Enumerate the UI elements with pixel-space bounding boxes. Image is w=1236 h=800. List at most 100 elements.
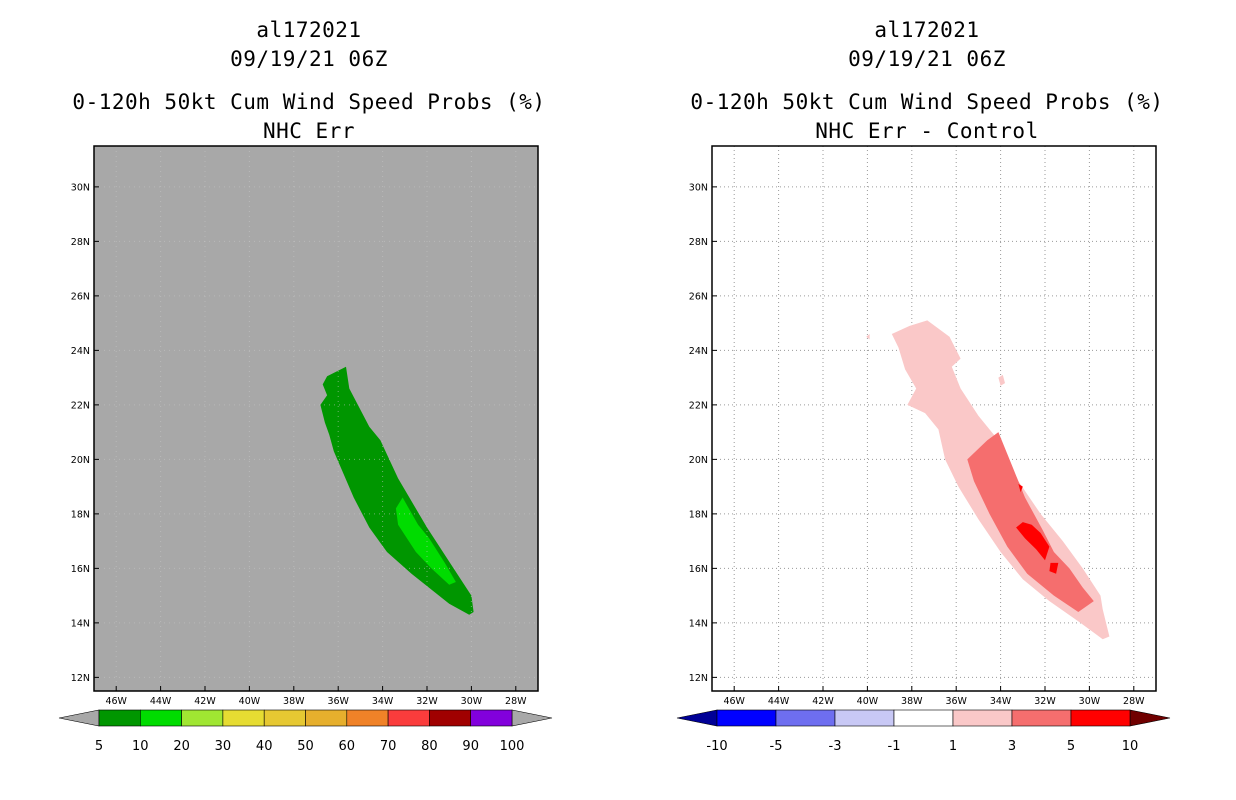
chart-subtitle: NHC Err [262,119,355,143]
colorbar-label: 5 [95,739,103,754]
colorbar-left-arrow [58,709,100,727]
colorbar-label: 3 [1008,739,1016,754]
chart-title: 0-120h 50kt Cum Wind Speed Probs (%) [72,90,546,114]
colorbar-swatch [181,709,224,727]
region-5-10 [1018,483,1023,493]
colorbar-swatch [98,709,141,727]
colorbar-swatch [263,709,306,727]
x-tick-label: 34W [990,696,1012,707]
colorbar-swatch [346,709,389,727]
y-tick-label: 16N [689,564,708,575]
region-5-10 [1049,562,1059,574]
x-tick-label: 34W [372,696,394,707]
y-tick-label: 24N [71,346,90,357]
y-tick-label: 14N [689,618,708,629]
y-tick-label: 30N [689,182,708,193]
colorbar-label: -5 [770,739,783,754]
colorbar-label: 1 [949,739,957,754]
chart-subtitle: NHC Err - Control [815,119,1039,143]
y-tick-label: 16N [71,564,90,575]
colorbar-right-arrow [511,709,553,727]
colorbar-swatch [387,709,430,727]
x-tick-label: 46W [105,696,127,707]
colorbar-label: 10 [132,739,149,754]
y-tick-label: 18N [689,509,708,520]
x-tick-label: 38W [283,696,305,707]
colorbar-label: 20 [173,739,190,754]
colorbar-label: -3 [829,739,842,754]
x-tick-label: 28W [505,696,527,707]
colorbar-swatch [470,709,513,727]
y-tick-label: 30N [71,182,90,193]
x-tick-label: 30W [461,696,483,707]
x-tick-label: 30W [1079,696,1101,707]
datetime-title: 09/19/21 06Z [230,47,388,71]
colorbar-label: 90 [462,739,479,754]
storm-id-title: al172021 [256,18,362,42]
left-panel: al172021 09/19/21 06Z 0-120h 50kt Cum Wi… [58,18,553,754]
colorbar-swatch [834,709,895,727]
colorbar-label: 10 [1122,739,1139,754]
colorbar-swatch [952,709,1013,727]
colorbar-right-arrow [1129,709,1171,727]
colorbar-left-arrow [676,709,718,727]
colorbar-swatch [1070,709,1131,727]
wind-prob-map: 46W 44W 42W 40W 38W 36W 34W 32W 30W 28W 12N 14N 16N 1… [58,145,553,754]
colorbar-label: 5 [1067,739,1075,754]
y-tick-label: 14N [71,618,90,629]
chart-title: 0-120h 50kt Cum Wind Speed Probs (%) [690,90,1164,114]
x-tick-label: 32W [416,696,438,707]
x-tick-label: 46W [723,696,745,707]
y-tick-label: 26N [71,291,90,302]
region-3-5 [967,432,1094,612]
x-tick-label: 32W [1034,696,1056,707]
colorbar-label: 100 [500,739,525,754]
x-tick-label: 44W [768,696,790,707]
colorbar-label: 80 [421,739,438,754]
y-tick-label: 26N [689,291,708,302]
y-tick-label: 12N [71,673,90,684]
colorbar-swatch [716,709,777,727]
y-tick-label: 28N [71,237,90,248]
storm-id-title: al172021 [874,18,980,42]
colorbar-label: 30 [215,739,232,754]
region-1-3 [998,374,1005,386]
colorbar-swatch [1011,709,1072,727]
datetime-title: 09/19/21 06Z [848,47,1006,71]
colorbar-label: 50 [297,739,314,754]
region-10-20 [395,497,456,585]
colorbar-swatch [305,709,348,727]
colorbar-swatch [140,709,182,727]
wind-prob-diff-map: 46W 44W 42W 40W 38W 36W 34W 32W 30W 28W 12N 14N 16N 1… [676,145,1171,754]
right-panel: al172021 09/19/21 06Z 0-120h 50kt Cum Wi… [618,0,1236,800]
colorbar-label: 40 [256,739,273,754]
colorbar-label: -1 [888,739,901,754]
region-5-10 [1016,522,1050,561]
x-tick-label: 38W [901,696,923,707]
x-tick-label: 36W [945,696,967,707]
colorbar-swatch [775,709,836,727]
colorbar-swatch [893,709,954,727]
colorbar-swatch [222,709,265,727]
y-tick-label: 24N [689,346,708,357]
y-tick-label: 22N [71,400,90,411]
region-1-3 [866,334,870,340]
plot-frame [93,145,539,692]
x-tick-label: 44W [150,696,172,707]
x-tick-label: 28W [1123,696,1145,707]
y-tick-label: 20N [71,455,90,466]
x-tick-label: 42W [812,696,834,707]
y-tick-label: 28N [689,237,708,248]
y-tick-label: 20N [689,455,708,466]
y-tick-label: 18N [71,509,90,520]
x-tick-label: 40W [239,696,261,707]
y-tick-label: 22N [689,400,708,411]
x-tick-label: 36W [327,696,349,707]
plot-frame [711,145,1157,692]
colorbar-label: 70 [380,739,397,754]
colorbar-swatch [429,709,471,727]
y-tick-label: 12N [689,673,708,684]
colorbar-label: 60 [339,739,356,754]
colorbar-label: -10 [706,739,727,754]
x-tick-label: 42W [194,696,216,707]
